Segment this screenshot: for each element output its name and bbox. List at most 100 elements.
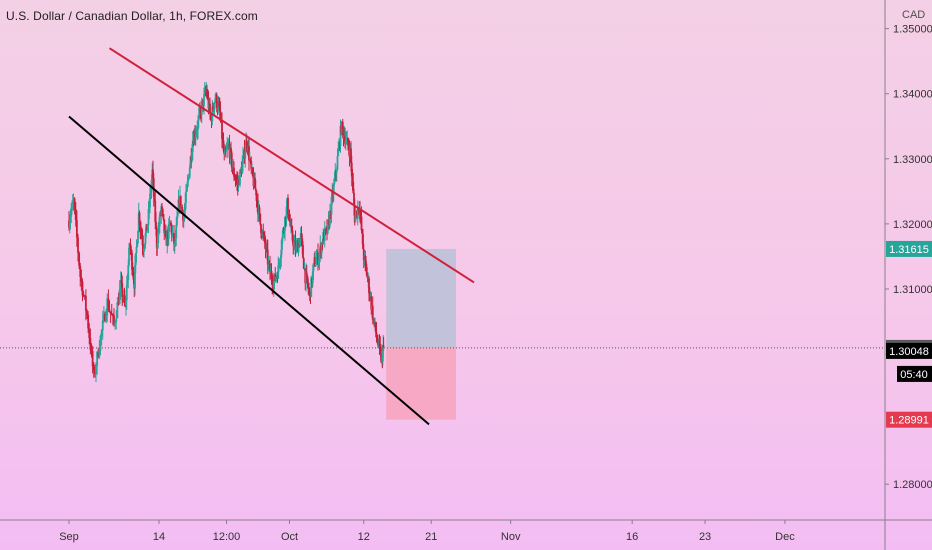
candle-body [221, 121, 223, 139]
candle-body [287, 214, 290, 220]
candle-body [359, 212, 362, 217]
candle-body [256, 200, 259, 204]
candle-body [160, 206, 163, 215]
candle-body [287, 198, 289, 215]
candle-body [162, 214, 165, 220]
candle-body [244, 151, 247, 159]
candle-body [362, 233, 364, 249]
candle-body [72, 198, 75, 202]
candle-body [314, 257, 316, 267]
candle-body [212, 109, 215, 111]
candle-body [149, 191, 152, 194]
candle-body [245, 140, 247, 152]
candle-body [207, 97, 210, 109]
y-tick-label: 1.33000 [893, 154, 932, 166]
candle-body [102, 314, 105, 321]
candle-body [74, 209, 77, 220]
candle-body [239, 170, 241, 185]
candle-body [206, 89, 208, 98]
candle-body [330, 197, 333, 215]
candle-body [159, 214, 162, 216]
candle-body [364, 255, 367, 261]
candle-body [259, 213, 262, 225]
candle-body [146, 225, 149, 231]
candle-body [113, 315, 115, 324]
candle-body [214, 98, 217, 103]
candle-body [170, 226, 173, 236]
candle-body [379, 345, 382, 350]
stop-zone [386, 347, 456, 420]
candle-body [345, 138, 348, 142]
candle-body [115, 318, 118, 323]
candle-body [104, 314, 106, 321]
candle-body [164, 231, 167, 237]
candle-body [226, 147, 229, 150]
candle-body [288, 219, 291, 221]
candle-body [125, 284, 128, 301]
candle-body [274, 274, 277, 281]
candle-body [134, 253, 137, 266]
candle-body [221, 138, 224, 141]
candle-body [130, 249, 133, 253]
candle-body [281, 238, 283, 251]
candle-body [84, 296, 87, 311]
candle-body [179, 195, 182, 209]
candle-body [152, 169, 154, 179]
currency-label: CAD [902, 9, 926, 21]
candle-body [80, 276, 83, 282]
candle-body [68, 221, 71, 228]
countdown-badge [897, 365, 932, 382]
candle-body [189, 156, 192, 168]
candle-body [139, 224, 142, 229]
candle-body [281, 230, 284, 239]
candle-body [98, 350, 101, 357]
candle-body [351, 176, 354, 182]
symbol-title[interactable]: U.S. Dollar / Canadian Dollar, 1h, FOREX… [6, 9, 258, 23]
candle-body [173, 242, 176, 245]
x-tick-label: 12:00 [213, 531, 241, 543]
candle-body [177, 199, 180, 211]
candle-body [111, 315, 114, 317]
candle-body [157, 229, 160, 244]
candle-body [182, 217, 185, 221]
candle-body [181, 206, 184, 212]
candle-body [224, 150, 226, 155]
candle-body [71, 201, 74, 204]
candle-body [173, 233, 175, 245]
candle-body [262, 231, 265, 234]
candle-body [110, 313, 113, 316]
candle-body [382, 345, 385, 351]
candle-body [368, 278, 370, 294]
candle-body [248, 146, 250, 161]
candle-body [317, 252, 319, 265]
candle-body [213, 102, 216, 110]
candle-body [117, 302, 120, 305]
candle-body [365, 267, 368, 276]
candle-body [353, 206, 356, 223]
candle-body [300, 233, 303, 239]
candle-body [184, 202, 187, 211]
candle-body [378, 340, 381, 346]
candle-body [119, 280, 122, 290]
candle-body [230, 147, 232, 153]
candle-body [79, 265, 82, 277]
candle-body [174, 238, 177, 243]
candle-body [344, 141, 347, 144]
candle-body [114, 322, 117, 324]
price-badge-label: 1.30048 [889, 346, 929, 358]
candle-body [215, 94, 218, 108]
candle-body [123, 295, 126, 303]
candle-body [284, 216, 286, 231]
candle-body [96, 351, 99, 367]
candle-body [77, 237, 79, 253]
candle-body [366, 275, 369, 279]
candle-body [203, 90, 206, 95]
candle-body [128, 247, 130, 266]
candle-body [301, 238, 304, 246]
candle-body [163, 219, 166, 233]
candle-body [333, 178, 336, 184]
candle-body [289, 220, 292, 226]
candle-body [197, 120, 199, 130]
